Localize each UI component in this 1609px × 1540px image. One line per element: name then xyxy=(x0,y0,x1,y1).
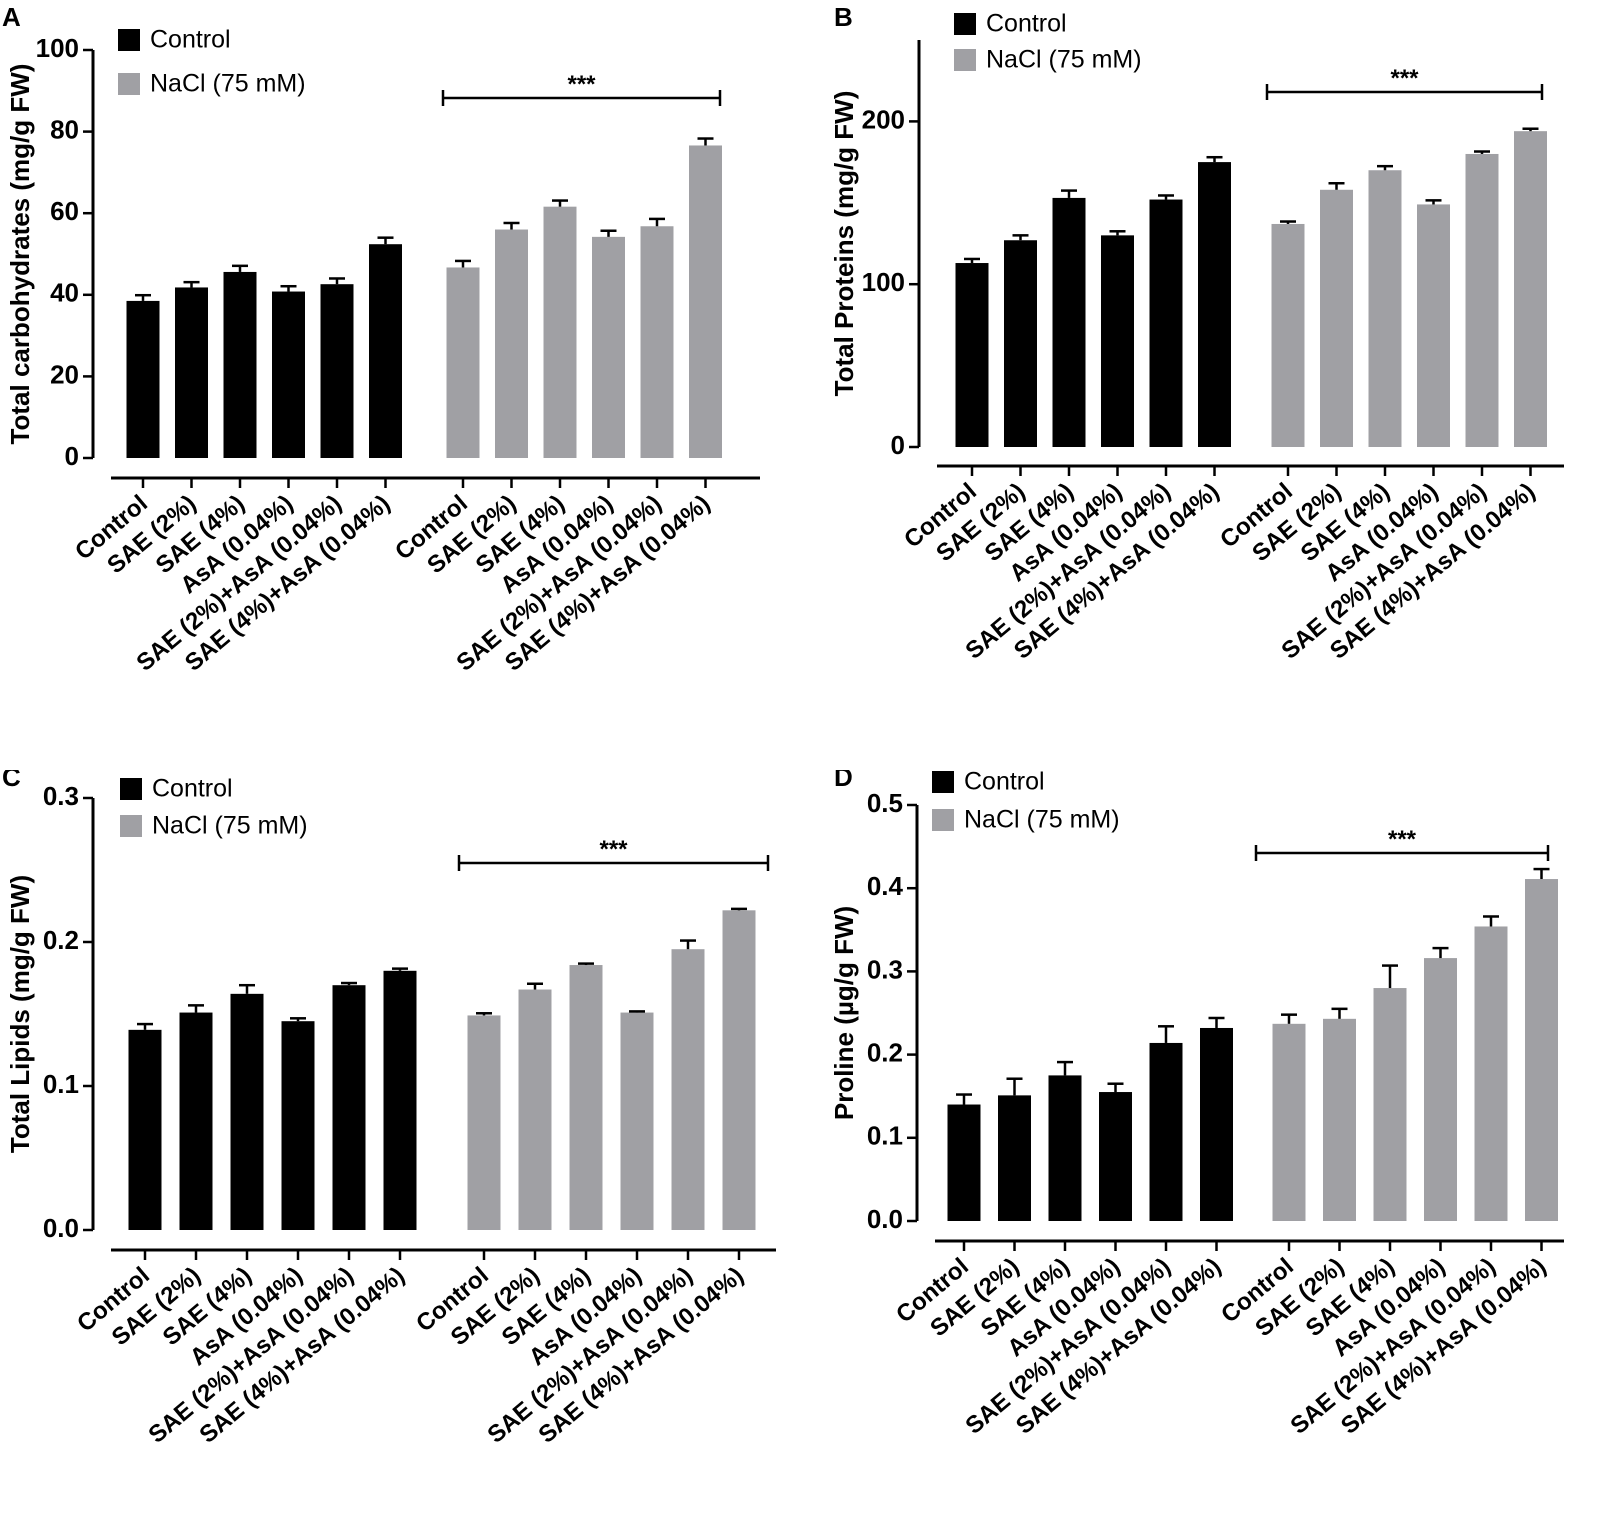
y-tick-label: 40 xyxy=(50,278,79,308)
y-axis-label: Total carbohydrates (mg/g FW) xyxy=(5,64,35,445)
legend-label-0: Control xyxy=(150,26,231,54)
legend-swatch-0 xyxy=(932,771,954,793)
panel-c-chart: C Control NaCl (75 mM) 0.0 0.1 0.2 0.3 Total Li… xyxy=(2,770,776,1449)
y-tick-label: 0.1 xyxy=(43,1069,79,1099)
legend-label-0: Control xyxy=(986,10,1067,38)
y-tick-label: 0 xyxy=(65,441,79,471)
bar-1-0 xyxy=(467,1015,501,1230)
bar-1-5 xyxy=(689,145,722,459)
bar-1-5 xyxy=(1525,879,1558,1221)
legend-label-0: Control xyxy=(964,770,1045,796)
legend-swatch-1 xyxy=(118,73,140,95)
y-tick-label: 0.5 xyxy=(867,788,903,818)
significance-label: *** xyxy=(1388,826,1417,853)
legend-label-1: NaCl (75 mM) xyxy=(986,46,1142,74)
bar-0-5 xyxy=(383,970,417,1230)
legend-label-1: NaCl (75 mM) xyxy=(152,812,308,840)
bar-0-5 xyxy=(1200,1027,1233,1221)
y-axis-label: Total Lipids (mg/g FW) xyxy=(5,875,35,1153)
bar-0-2 xyxy=(1052,197,1086,447)
legend-label-1: NaCl (75 mM) xyxy=(150,70,306,98)
bar-1-5 xyxy=(1514,131,1547,447)
bar-1-2 xyxy=(1373,988,1407,1221)
bar-0-1 xyxy=(175,287,208,458)
legend-swatch-1 xyxy=(120,815,142,837)
bar-0-3 xyxy=(281,1021,315,1230)
y-tick-label: 0.3 xyxy=(43,781,79,811)
bar-0-2 xyxy=(1048,1075,1082,1221)
y-tick-label: 80 xyxy=(50,114,79,144)
bar-0-3 xyxy=(272,291,305,458)
bar-0-2 xyxy=(230,993,264,1230)
bar-1-5 xyxy=(722,910,756,1230)
significance-label: *** xyxy=(599,836,628,863)
bar-0-0 xyxy=(947,1104,981,1221)
legend-swatch-0 xyxy=(118,29,140,51)
y-tick-label: 0.3 xyxy=(867,954,903,984)
bar-1-4 xyxy=(1474,926,1508,1221)
bar-1-1 xyxy=(495,229,528,458)
legend-swatch-1 xyxy=(932,809,954,831)
bar-0-4 xyxy=(1149,1042,1183,1221)
y-tick-label: 0.2 xyxy=(867,1037,903,1067)
legend-label-1: NaCl (75 mM) xyxy=(964,806,1120,834)
bar-0-2 xyxy=(223,271,257,458)
panel-letter-b: B xyxy=(834,2,853,32)
panel-letter-a: A xyxy=(2,2,21,32)
bar-0-1 xyxy=(179,1012,213,1230)
y-tick-label: 0 xyxy=(891,430,905,460)
legend-swatch-1 xyxy=(954,49,976,71)
y-axis-label: Proline (µg/g FW) xyxy=(829,906,859,1120)
y-tick-label: 200 xyxy=(862,104,905,134)
y-tick-label: 100 xyxy=(36,33,79,63)
bar-1-2 xyxy=(543,206,577,458)
bar-1-2 xyxy=(569,965,603,1230)
bar-0-0 xyxy=(955,263,989,447)
y-axis-label: Total Proteins (mg/g FW) xyxy=(829,91,859,397)
legend-label-0: Control xyxy=(152,775,233,803)
y-tick-label: 60 xyxy=(50,196,79,226)
legend-swatch-0 xyxy=(954,13,976,35)
bar-1-4 xyxy=(671,949,705,1230)
bar-0-5 xyxy=(369,244,402,458)
panel-d-chart: D Control NaCl (75 mM) 0.0 0.1 0.2 0.3 0.4 0.5 Pr… xyxy=(829,770,1564,1440)
bar-1-4 xyxy=(1465,153,1499,447)
bar-0-3 xyxy=(1099,1092,1132,1221)
bar-0-0 xyxy=(126,300,160,458)
bar-1-2 xyxy=(1368,170,1402,448)
y-tick-label: 0.0 xyxy=(43,1213,79,1243)
y-tick-label: 0.1 xyxy=(867,1121,903,1151)
legend-swatch-0 xyxy=(120,778,142,800)
bar-0-0 xyxy=(128,1029,162,1230)
panel-letter-d: D xyxy=(834,770,853,792)
bar-1-0 xyxy=(1271,223,1305,447)
bar-1-3 xyxy=(1424,958,1457,1221)
bar-0-4 xyxy=(1149,199,1183,447)
bar-1-0 xyxy=(446,267,480,458)
bar-1-1 xyxy=(518,989,552,1230)
y-tick-label: 0.4 xyxy=(867,871,904,901)
bar-1-4 xyxy=(640,226,674,458)
bar-1-0 xyxy=(1272,1023,1306,1221)
bar-1-1 xyxy=(1323,1018,1356,1221)
bar-0-5 xyxy=(1198,162,1231,447)
panel-letter-c: C xyxy=(2,770,21,792)
bar-0-1 xyxy=(1004,240,1037,447)
bar-1-3 xyxy=(1417,204,1450,447)
bar-1-1 xyxy=(1320,189,1353,447)
significance-label: *** xyxy=(567,71,596,98)
bar-1-3 xyxy=(620,1012,654,1230)
bar-0-1 xyxy=(998,1095,1031,1221)
bar-0-4 xyxy=(332,985,366,1230)
y-tick-label: 0.2 xyxy=(43,925,79,955)
y-tick-label: 0.0 xyxy=(867,1204,903,1234)
bar-1-3 xyxy=(592,236,625,458)
significance-label: *** xyxy=(1390,65,1419,92)
bar-0-4 xyxy=(320,284,354,458)
y-tick-label: 100 xyxy=(862,267,905,297)
y-tick-label: 20 xyxy=(50,359,79,389)
bar-0-3 xyxy=(1101,235,1134,447)
